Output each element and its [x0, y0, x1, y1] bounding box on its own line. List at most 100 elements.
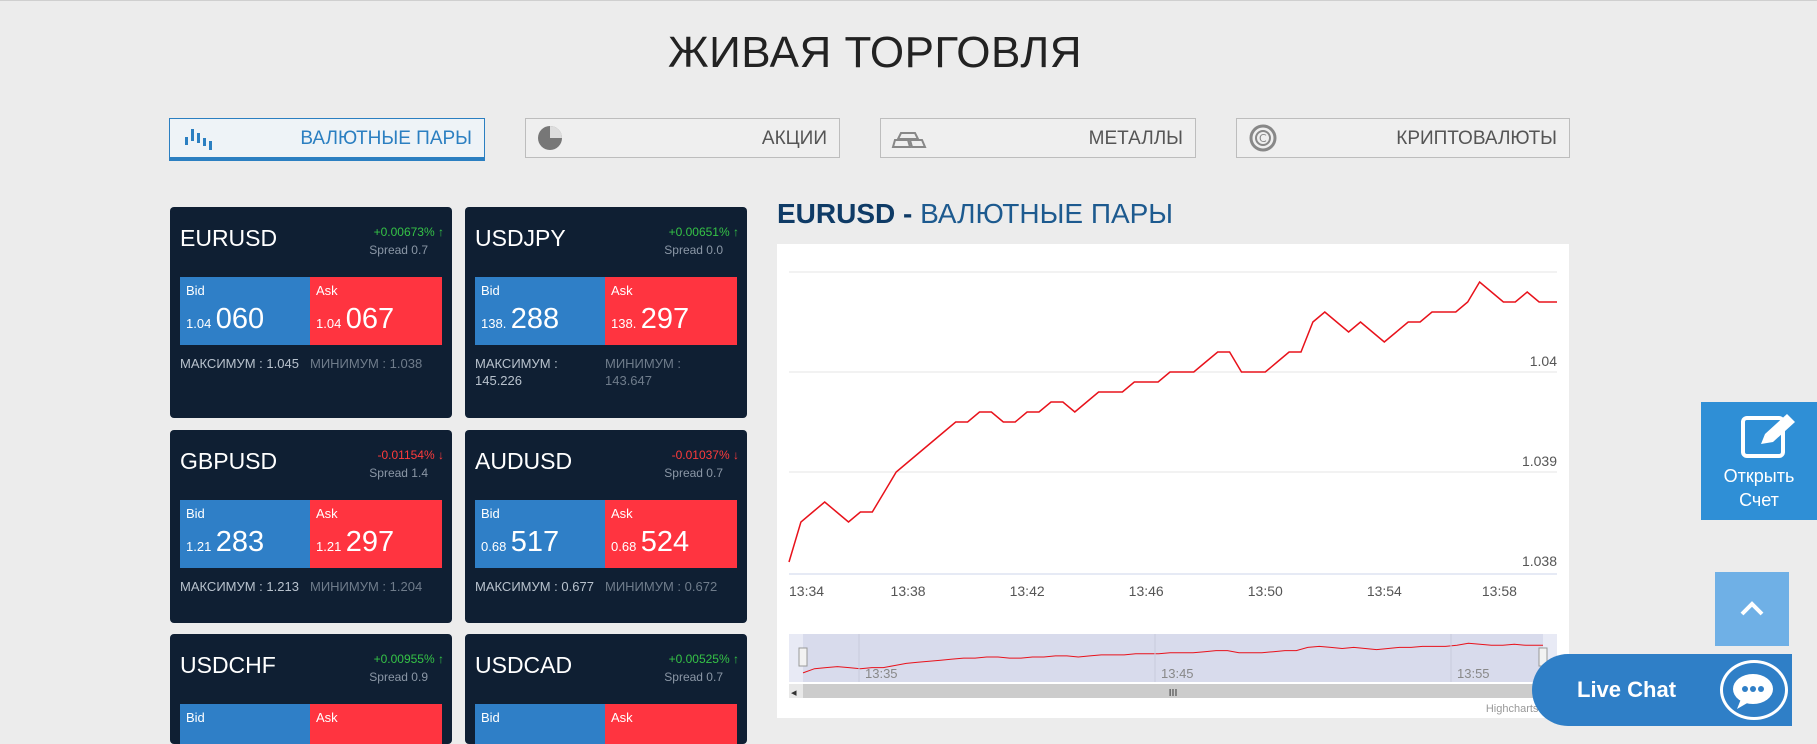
bid-label: Bid — [186, 506, 205, 521]
card-max: МАКСИМУМ : 1.213 — [180, 579, 299, 594]
card-spread: Spread 0.7 — [369, 243, 428, 257]
tab-crypto[interactable]: C КРИПТОВАЛЮТЫ — [1236, 118, 1570, 158]
bid-button[interactable]: Bid — [180, 704, 310, 744]
price-chart[interactable]: 1.038 1.039 1.04 13:34 13:38 13:42 13:46 13:50 1… — [777, 244, 1569, 718]
quote-card-audusd[interactable]: AUDUSD -0.01037% ↓ Spread 0.7 Bid 0.68 5… — [465, 430, 747, 623]
tab-currency-pairs[interactable]: ВАЛЮТНЫЕ ПАРЫ — [169, 118, 485, 161]
arrow-down-icon: ↓ — [733, 448, 739, 462]
ask-label: Ask — [316, 710, 338, 725]
x-tick-label: 13:58 — [1482, 583, 1517, 599]
card-spread: Spread 0.7 — [664, 466, 723, 480]
card-min: МИНИМУМ : 1.204 — [310, 579, 423, 594]
ask-label: Ask — [316, 283, 338, 298]
card-symbol: AUDUSD — [475, 448, 573, 474]
scroll-left-arrow: ◂ — [791, 686, 797, 699]
quote-card-gbpusd[interactable]: GBPUSD -0.01154% ↓ Spread 1.4 Bid 1.21 2… — [170, 430, 452, 623]
ask-price: 1.21 297 — [316, 526, 395, 558]
arrow-up-icon: ↑ — [733, 225, 739, 239]
y-tick-label: 1.039 — [1522, 453, 1557, 469]
gold-bars-icon — [891, 132, 927, 148]
card-min: МИНИМУМ : 0.672 — [605, 579, 718, 594]
x-tick-label: 13:34 — [789, 583, 824, 599]
bid-label: Bid — [481, 283, 500, 298]
card-change: -0.01154% ↓ — [377, 448, 445, 462]
ask-button[interactable]: Ask 138. 297 — [605, 277, 737, 345]
bid-button[interactable]: Bid 1.04 060 — [180, 277, 310, 345]
bid-button[interactable]: Bid — [475, 704, 605, 744]
tab-label: ВАЛЮТНЫЕ ПАРЫ — [300, 128, 472, 149]
navigator-tick-label: 13:35 — [865, 666, 898, 681]
y-tick-label: 1.04 — [1530, 353, 1557, 369]
x-tick-label: 13:46 — [1129, 583, 1164, 599]
navigator-handle — [798, 647, 808, 667]
ask-button[interactable]: Ask — [310, 704, 442, 744]
open-account-button[interactable]: Открыть Счет — [1701, 402, 1817, 520]
candlestick-icon — [185, 129, 212, 150]
ask-button[interactable]: Ask 1.21 297 — [310, 500, 442, 568]
chat-bubble-icon — [1720, 660, 1788, 720]
quote-card-usdjpy[interactable]: USDJPY +0.00651% ↑ Spread 0.0 Bid 138. 2… — [465, 207, 747, 418]
tab-stocks[interactable]: АКЦИИ — [525, 118, 840, 158]
quote-card-usdcad[interactable]: USDCAD +0.00525% ↑ Spread 0.7 Bid Ask — [465, 634, 747, 744]
arrow-up-icon: ↑ — [733, 652, 739, 666]
card-spread: Spread 0.9 — [369, 670, 428, 684]
tab-label: КРИПТОВАЛЮТЫ — [1396, 128, 1557, 149]
open-account-label-1: Открыть — [1723, 466, 1795, 486]
scroll-top-button[interactable] — [1715, 572, 1789, 646]
card-spread: Spread 1.4 — [369, 466, 428, 480]
bid-button[interactable]: Bid 0.68 517 — [475, 500, 605, 568]
ask-label: Ask — [611, 506, 633, 521]
ask-button[interactable]: Ask 0.68 524 — [605, 500, 737, 568]
navigator-series-line — [802, 642, 1543, 674]
ask-label: Ask — [611, 710, 633, 725]
ask-label: Ask — [611, 283, 633, 298]
navigator-tick-label: 13:45 — [1161, 666, 1194, 681]
card-max: МАКСИМУМ : 1.045 — [180, 356, 299, 371]
tab-label: АКЦИИ — [761, 128, 827, 149]
card-max: МАКСИМУМ : 145.226 — [475, 356, 558, 388]
bid-price: 138. 288 — [481, 303, 560, 335]
card-symbol: USDJPY — [475, 225, 566, 251]
ask-button[interactable]: Ask — [605, 704, 737, 744]
arrow-down-icon: ↓ — [438, 448, 444, 462]
live-chat-label: Live Chat — [1577, 677, 1677, 702]
bid-price: 1.04 060 — [186, 303, 265, 335]
arrow-up-icon: ↑ — [438, 225, 444, 239]
navigator-tick-label: 13:55 — [1457, 666, 1490, 681]
x-tick-label: 13:54 — [1367, 583, 1402, 599]
bid-label: Bid — [186, 710, 205, 725]
edit-icon — [1741, 414, 1795, 458]
navigator-range — [803, 634, 1543, 682]
card-spread: Spread 0.0 — [664, 243, 723, 257]
open-account-label-2: Счет — [1739, 490, 1779, 510]
bid-button[interactable]: Bid 138. 288 — [475, 277, 605, 345]
highcharts-credit: Highcharts.c — [1486, 703, 1548, 715]
bid-label: Bid — [481, 506, 500, 521]
card-change: +0.00525% ↑ — [668, 652, 739, 666]
tab-label: МЕТАЛЛЫ — [1088, 128, 1183, 149]
card-symbol: GBPUSD — [180, 448, 278, 474]
bid-button[interactable]: Bid 1.21 283 — [180, 500, 310, 568]
bid-label: Bid — [186, 283, 205, 298]
live-chat-button[interactable]: Live Chat — [1532, 654, 1792, 726]
x-tick-label: 13:38 — [891, 583, 926, 599]
bid-price: 0.68 517 — [481, 526, 560, 558]
scrollbar-grip: III — [1169, 688, 1178, 699]
x-tick-label: 13:50 — [1248, 583, 1283, 599]
svg-text:C: C — [1259, 132, 1267, 145]
quote-card-usdchf[interactable]: USDCHF +0.00955% ↑ Spread 0.9 Bid Ask — [170, 634, 452, 744]
quote-card-eurusd[interactable]: EURUSD +0.00673% ↑ Spread 0.7 Bid 1.04 0… — [170, 207, 452, 418]
bid-label: Bid — [481, 710, 500, 725]
card-change: +0.00651% ↑ — [668, 225, 739, 239]
chevron-up-icon — [1740, 601, 1764, 616]
ask-price: 1.04 067 — [316, 303, 395, 335]
price-chart-svg: 1.038 1.039 1.04 13:34 13:38 13:42 13:46 13:50 1… — [788, 271, 1557, 715]
card-change: -0.01037% ↓ — [671, 448, 739, 462]
card-min: МИНИМУМ : 143.647 — [605, 356, 682, 388]
chart-title: EURUSD - ВАЛЮТНЫЕ ПАРЫ — [777, 198, 1174, 229]
ask-button[interactable]: Ask 1.04 067 — [310, 277, 442, 345]
crypto-coin-icon: C — [1249, 124, 1277, 152]
page-title: ЖИВАЯ ТОРГОВЛЯ — [667, 28, 1083, 77]
tab-metals[interactable]: МЕТАЛЛЫ — [880, 118, 1196, 158]
card-change: +0.00673% ↑ — [373, 225, 444, 239]
